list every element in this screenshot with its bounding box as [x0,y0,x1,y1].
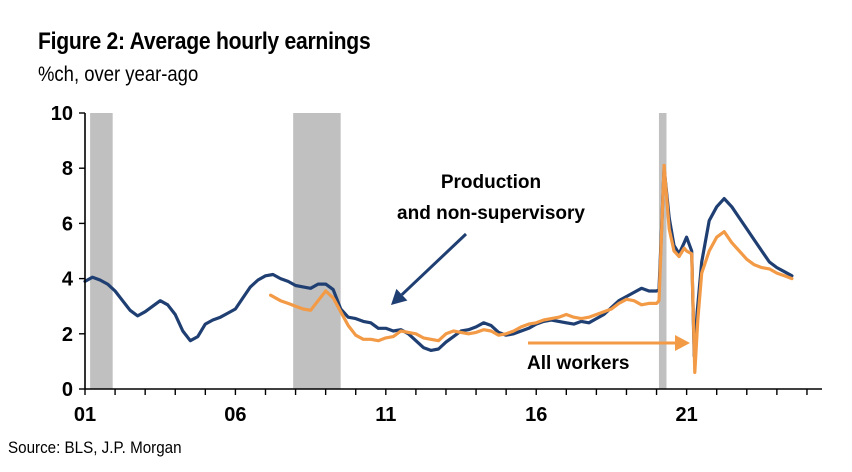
series-lines [83,163,794,374]
y-tick-label-10: 10 [51,103,73,125]
y-tick-label-2: 2 [62,324,73,346]
recession-band-2 [293,113,341,389]
x-tick-label-16: 16 [525,404,547,426]
y-tick-label-6: 6 [62,213,73,235]
arrow-all-workers [528,335,690,351]
x-tick-label-11: 11 [375,404,396,426]
annotation-production-line1: Production [441,172,541,193]
source-note: Source: BLS, J.P. Morgan [8,439,182,457]
recession-shading [90,113,667,389]
arrow-production [391,232,468,305]
chart-subtitle: %ch, over year-ago [38,63,199,86]
annotations: Production and non-supervisory All worke… [397,172,629,374]
chart-title: Figure 2: Average hourly earnings [38,28,371,55]
annotation-arrows [391,232,690,351]
x-tick-label-21: 21 [676,404,698,426]
annotation-all-workers: All workers [527,353,629,374]
y-tick-label-4: 4 [62,269,74,291]
series-line-production [83,166,794,358]
recession-band-1 [90,113,113,389]
annotation-production-line2: and non-supervisory [397,203,585,224]
y-tick-label-0: 0 [62,379,73,401]
series-line-all [269,163,794,374]
x-tick-label-01: 01 [74,404,96,426]
y-tick-label-8: 8 [62,158,73,180]
axes: 0 2 4 6 8 10 01 06 11 16 21 [51,103,822,426]
x-tick-label-06: 06 [224,404,246,426]
recession-band-3 [658,113,667,389]
